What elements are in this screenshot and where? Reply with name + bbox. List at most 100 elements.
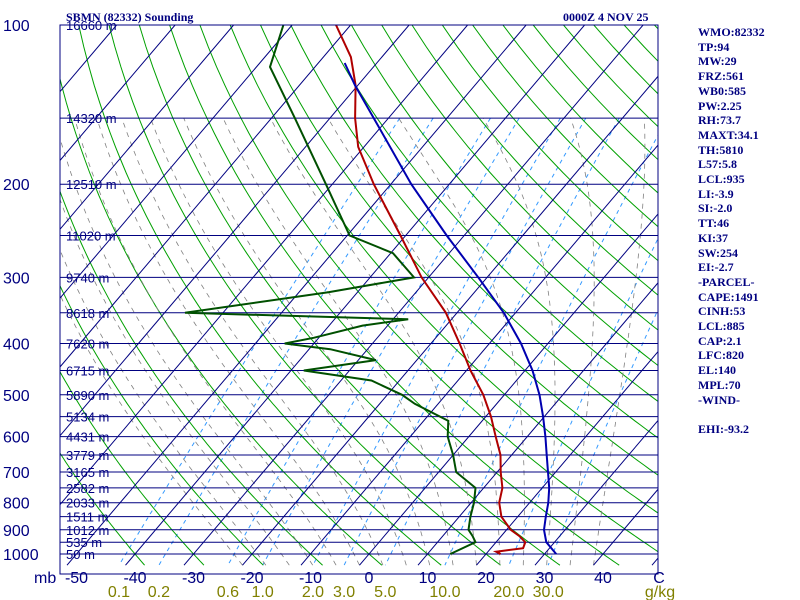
isotherm-line xyxy=(125,25,585,566)
isotherm-line xyxy=(60,25,234,231)
temperature-label: -20 xyxy=(240,570,263,587)
height-label: 3779 m xyxy=(66,448,109,463)
mixing-ratio-label: 0.6 xyxy=(217,584,239,600)
dry-adiabat-line xyxy=(60,284,264,566)
isobars xyxy=(60,24,658,555)
sounding-indices: WMO:82332 TP:94 MW:29 FRZ:561 WB0:585 PW:2.25… xyxy=(698,25,765,437)
isotherm-line xyxy=(60,25,468,506)
index-item: TH:5810 xyxy=(698,142,744,157)
mixing-ratio-label: 0.2 xyxy=(148,584,170,600)
mixing-ratio-label: 20.0 xyxy=(493,584,524,600)
height-label: 4431 m xyxy=(66,430,109,445)
dewpoint-line xyxy=(184,25,477,555)
isotherm-line xyxy=(60,25,351,368)
plot-background xyxy=(60,25,658,574)
pressure-label: 100 xyxy=(3,18,30,35)
mixing-ratio-label: 30.0 xyxy=(533,584,564,600)
isotherm-line xyxy=(0,25,58,565)
pressure-label: 900 xyxy=(3,523,30,540)
mixing-ratio-label: 5.0 xyxy=(374,584,396,600)
index-item: -PARCEL- xyxy=(698,274,755,289)
isotherm-line xyxy=(60,25,176,162)
plot-frame xyxy=(59,24,659,575)
mixing-ratio-unit-label: g/kg xyxy=(645,584,675,600)
dry-adiabat-line xyxy=(60,370,205,566)
height-label: 1012 m xyxy=(66,523,109,538)
pressure-label: 200 xyxy=(3,177,30,194)
isotherm-line xyxy=(60,25,410,437)
isotherm-line xyxy=(300,144,658,566)
index-item: SW:254 xyxy=(698,245,739,260)
pressure-label: 800 xyxy=(3,496,30,513)
mixing-ratio-label: 3.0 xyxy=(333,584,355,600)
pressure-label: 300 xyxy=(3,270,30,287)
index-item: LFC:820 xyxy=(698,348,744,363)
temperature-label: 40 xyxy=(594,570,612,587)
index-item: EI:-2.7 xyxy=(698,260,734,275)
index-item: CINH:53 xyxy=(698,304,746,319)
isotherm-line xyxy=(534,419,658,566)
pressure-label: 500 xyxy=(3,388,30,405)
index-item: CAPE:1491 xyxy=(698,289,759,304)
pressure-label: 400 xyxy=(3,336,30,353)
height-label: 16660 m xyxy=(66,18,117,33)
temperature-label: 20 xyxy=(477,570,495,587)
temperature-label: 0 xyxy=(365,570,374,587)
index-item: LCL:935 xyxy=(698,172,745,187)
temperature-unit-label: C xyxy=(653,570,665,587)
height-label: 5134 m xyxy=(66,410,109,425)
index-item: LCL:885 xyxy=(698,319,745,334)
temperature-label: -10 xyxy=(299,570,322,587)
pressure-label: 600 xyxy=(3,430,30,447)
height-label: 8618 m xyxy=(66,306,109,321)
temperature-line xyxy=(335,25,527,555)
dry-adiabat-line xyxy=(229,25,658,514)
height-label: 50 m xyxy=(66,547,95,562)
index-item: TT:46 xyxy=(698,216,730,231)
index-item: LI:-3.9 xyxy=(698,186,734,201)
index-item: TP:94 xyxy=(698,39,730,54)
height-label: 2033 m xyxy=(66,496,109,511)
temperature-label: 30 xyxy=(536,570,554,587)
index-item: WB0:585 xyxy=(698,83,746,98)
isotherm-line xyxy=(417,282,658,566)
index-item xyxy=(698,407,765,422)
height-label: 535 m xyxy=(66,535,102,550)
mixing-ratio-label: 2.0 xyxy=(302,584,324,600)
temperature-label: -50 xyxy=(65,570,88,587)
mixing-ratio-label: 0.1 xyxy=(108,584,130,600)
height-label: 7620 m xyxy=(66,336,109,351)
temperature-label: -40 xyxy=(123,570,146,587)
dry-adiabat-line xyxy=(108,25,501,566)
isotherm-line xyxy=(60,25,293,299)
height-label: 12510 m xyxy=(66,177,117,192)
dry-adiabat-line xyxy=(60,452,145,566)
chart-title: SBMN (82332) Sounding xyxy=(66,10,193,24)
isotherm-line xyxy=(183,25,644,566)
index-item: EL:140 xyxy=(698,363,737,378)
index-item: MAXT:34.1 xyxy=(698,127,759,142)
dry-adiabat-line xyxy=(60,189,323,566)
dry-adiabat-line xyxy=(78,25,442,566)
index-item: -WIND- xyxy=(698,392,740,407)
isotherm-line xyxy=(476,350,658,566)
dry-adiabat-line xyxy=(381,25,658,331)
temperature-label: -30 xyxy=(182,570,205,587)
height-label: 5890 m xyxy=(66,388,109,403)
parcel-line xyxy=(343,62,557,555)
dry-adiabat-line xyxy=(441,25,658,262)
dry-adiabat-line xyxy=(411,25,658,296)
height-label: 1511 m xyxy=(66,510,108,525)
height-label: 2582 m xyxy=(66,481,109,496)
isotherm-line xyxy=(359,213,658,566)
pressure-label: 1000 xyxy=(3,547,39,564)
height-label: 3165 m xyxy=(66,465,109,480)
isotherms xyxy=(0,25,658,566)
height-label: 14320 m xyxy=(66,111,117,126)
index-item: PW:2.25 xyxy=(698,98,742,113)
dry-adiabat-line xyxy=(320,25,658,403)
index-item: KI:37 xyxy=(698,230,728,245)
isotherm-line xyxy=(242,75,658,566)
